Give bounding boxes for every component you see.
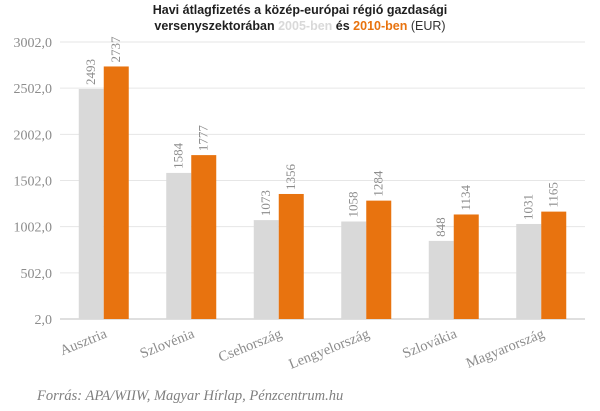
bar-2010-ben-Magyarország	[541, 211, 567, 319]
bar-2005-ben-Szlovákia	[428, 240, 454, 319]
chart-title: Havi átlagfizetés a közép-európai régió …	[0, 2, 600, 34]
data-label: 2737	[108, 36, 123, 63]
legend-label-2005: 2005-ben	[278, 19, 333, 33]
x-tick-label: Ausztria	[58, 326, 110, 359]
data-label: 1058	[346, 191, 361, 217]
data-labels: 2493 2737 1584 1777 1073 1356 1058 1284 848 1134 1…	[83, 36, 561, 237]
chart-title-conjunction: és	[335, 19, 350, 33]
data-label: 2493	[83, 59, 98, 85]
y-axis-ticks: 3002,0 2502,0 2002,0 1502,0 1002,0 502,0 2,0	[14, 36, 53, 328]
data-label: 1284	[371, 170, 386, 197]
gridlines	[60, 41, 585, 320]
x-tick-label: Magyarország	[464, 326, 547, 372]
data-label: 1777	[196, 125, 211, 152]
x-tick-label: Szlovákia	[400, 326, 460, 362]
y-tick-label: 2,0	[35, 313, 53, 328]
bar-2010-ben-Ausztria	[103, 66, 129, 320]
data-label: 1165	[546, 182, 561, 208]
bars	[78, 66, 567, 320]
y-tick-label: 502,0	[21, 267, 53, 282]
bar-2005-ben-Lengyelország	[341, 221, 367, 319]
bar-2010-ben-Csehország	[278, 193, 304, 319]
x-tick-label: Lengyelország	[287, 326, 372, 373]
data-label: 1031	[521, 194, 536, 220]
y-tick-label: 1002,0	[14, 221, 53, 236]
chart-title-unit: (EUR)	[410, 19, 446, 33]
data-label: 1134	[458, 184, 473, 210]
y-tick-label: 2002,0	[14, 128, 53, 143]
data-label: 1584	[171, 142, 186, 169]
y-tick-label: 1502,0	[14, 175, 53, 190]
bar-2005-ben-Szlovénia	[166, 172, 192, 319]
y-tick-label: 2502,0	[14, 82, 53, 97]
bar-2005-ben-Ausztria	[78, 88, 104, 319]
y-tick-label: 3002,0	[14, 36, 53, 51]
data-label: 848	[433, 217, 448, 237]
data-label: 1356	[283, 163, 298, 190]
x-axis-labels: Ausztria Szlovénia Csehország Lengyelország…	[58, 326, 547, 373]
x-tick-label: Szlovénia	[138, 326, 198, 362]
legend-label-2010: 2010-ben	[353, 19, 408, 33]
bar-2010-ben-Szlovákia	[453, 214, 479, 319]
chart-title-prefix: versenyszektorában	[154, 19, 275, 33]
bar-2010-ben-Lengyelország	[366, 200, 392, 319]
source-note: Forrás: APA/WIIW, Magyar Hírlap, Pénzcen…	[37, 388, 344, 404]
chart-title-line-1: Havi átlagfizetés a közép-európai régió …	[152, 3, 448, 17]
bar-2005-ben-Csehország	[253, 220, 279, 319]
data-label: 1073	[258, 190, 273, 216]
bar-2010-ben-Szlovénia	[191, 155, 217, 319]
chart-title-line-2: versenyszektorában 2005-ben és 2010-ben …	[0, 18, 600, 34]
x-tick-label: Csehország	[216, 326, 284, 366]
bar-2005-ben-Magyarország	[516, 223, 542, 319]
